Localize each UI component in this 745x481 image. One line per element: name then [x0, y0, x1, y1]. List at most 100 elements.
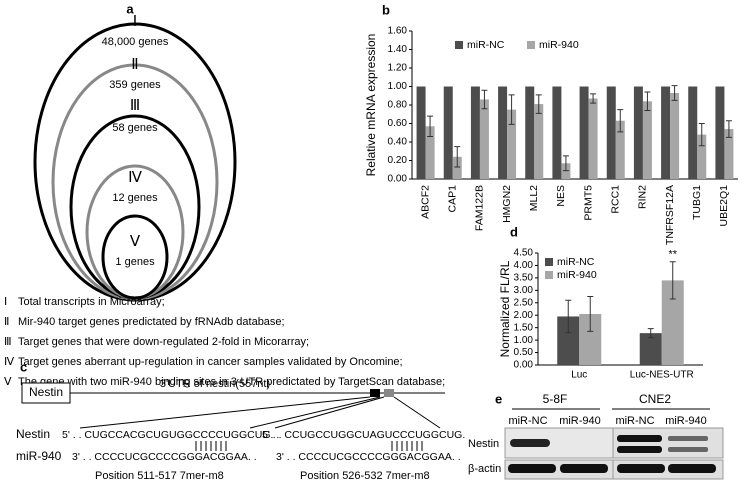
x-tick-label: RIN2 — [637, 185, 649, 209]
y-tick-label: 3.00 — [514, 285, 534, 296]
y-tick-label: 4.00 — [514, 260, 534, 271]
bar — [688, 86, 698, 179]
y-tick-label: 0.80 — [388, 100, 408, 111]
panel-e: e 5-8F CNE2 miR-NC miR-940 miR-NC miR-94… — [468, 391, 724, 480]
error-bar — [562, 155, 569, 172]
blot-row-label: β-actin — [468, 463, 501, 475]
x-tick-label: CAP1 — [447, 185, 459, 213]
bar — [557, 316, 580, 365]
band — [668, 436, 708, 441]
bar — [724, 129, 734, 179]
x-tick-label: UBE2Q1 — [718, 185, 730, 227]
set-numeral: Ⅳ — [128, 169, 142, 186]
x-tick-label: RCC1 — [610, 185, 622, 214]
set-label: 58 genes — [112, 122, 158, 134]
connector — [393, 396, 441, 429]
legend-swatch — [455, 41, 463, 49]
set-numeral: Ⅱ — [131, 56, 138, 73]
bar — [525, 86, 535, 179]
y-tick-label: 1.00 — [388, 81, 408, 92]
bar — [606, 86, 616, 179]
error-bar — [565, 299, 572, 334]
legend-text: Total transcripts in Microarray; — [18, 296, 165, 308]
legend-swatch — [545, 258, 553, 266]
y-axis-label: Normalized FL/RL — [498, 260, 512, 357]
x-tick-label: NES — [555, 185, 567, 207]
mirna-seq: 3' . . CCCCUCGCCCCGGGACGGAA. . — [276, 451, 461, 463]
band — [668, 464, 716, 473]
panel-letter: d — [510, 224, 518, 239]
x-tick-label: MLL2 — [528, 185, 540, 211]
legend-numeral: Ⅳ — [4, 356, 15, 368]
y-tick-label: 1.00 — [514, 335, 534, 346]
bar — [552, 86, 562, 179]
pairing-bars — [195, 441, 423, 451]
set-label: 12 genes — [112, 192, 158, 204]
bar — [443, 86, 453, 179]
bar — [697, 134, 707, 179]
connector — [274, 396, 385, 429]
y-tick-label: 1.60 — [388, 26, 408, 37]
band — [508, 464, 556, 473]
legend-text: Target genes that were down-regulated 2-… — [18, 336, 309, 348]
error-bar — [698, 123, 705, 147]
lane-label: miR-940 — [559, 415, 601, 427]
utr-label: 3'UTR of nestin(557nt) — [160, 378, 270, 390]
legend-numeral: Ⅰ — [4, 296, 7, 308]
bar — [615, 120, 625, 179]
legend-swatch — [545, 271, 553, 279]
bar — [639, 333, 662, 365]
legend-numeral: Ⅲ — [4, 336, 12, 348]
legend-numeral: Ⅴ — [4, 376, 12, 388]
error-bar — [671, 85, 678, 101]
panel-a: a Ⅰ 48,000 genes Ⅱ 359 genes Ⅲ 58 genes … — [4, 1, 445, 387]
band — [668, 447, 708, 452]
panel-letter: e — [495, 391, 502, 406]
bar — [588, 98, 598, 179]
band — [510, 439, 550, 447]
bar — [661, 86, 671, 179]
bar — [416, 86, 426, 179]
error-bar — [644, 91, 651, 112]
y-tick-label: 0.40 — [388, 137, 408, 148]
legend-text: Target genes aberrant up-regulation in c… — [18, 356, 403, 368]
bar — [579, 86, 589, 179]
x-tick-label: PRMT5 — [582, 185, 594, 221]
target-seq: 5' . . CCUGCCUGGCUAGUCCCUGGCUG. — [262, 429, 465, 441]
bar — [498, 86, 508, 179]
cell-line: 5-8F — [543, 392, 568, 406]
site-position: Position 526-532 7mer-m8 — [300, 470, 430, 481]
legend-label: miR-940 — [557, 269, 597, 281]
error-bar — [454, 146, 461, 168]
set-label: 48,000 genes — [102, 36, 169, 48]
set-ellipse — [101, 214, 169, 300]
bar — [425, 126, 435, 179]
set-label: 1 genes — [115, 256, 155, 268]
y-tick-label: 1.20 — [388, 63, 408, 74]
y-tick-label: 0.60 — [388, 118, 408, 129]
x-tick-label: FAM122B — [474, 185, 486, 231]
bar — [642, 101, 652, 179]
bar — [479, 99, 489, 179]
bar — [452, 156, 462, 179]
x-tick-label: HMGN2 — [501, 185, 513, 223]
site-marker — [370, 389, 380, 397]
band — [617, 435, 662, 442]
cell-line: CNE2 — [639, 392, 671, 406]
bar — [470, 86, 480, 179]
error-bar — [427, 115, 434, 137]
band — [617, 464, 665, 473]
legend-label: miR-NC — [557, 256, 595, 268]
band — [617, 446, 662, 453]
blot — [612, 427, 724, 459]
site-position: Position 511-517 7mer-m8 — [95, 470, 224, 481]
y-axis-label: Relative mRNA expression — [364, 34, 378, 177]
y-tick-label: 0.20 — [388, 155, 408, 166]
legend-text: The gene with two miR-940 binding sites … — [18, 376, 445, 388]
bar — [534, 104, 544, 179]
x-tick-label: Luc — [571, 370, 587, 381]
x-tick-label: ABCF2 — [419, 185, 431, 219]
legend-numeral: Ⅱ — [4, 316, 9, 328]
set-numeral: Ⅲ — [130, 97, 140, 114]
